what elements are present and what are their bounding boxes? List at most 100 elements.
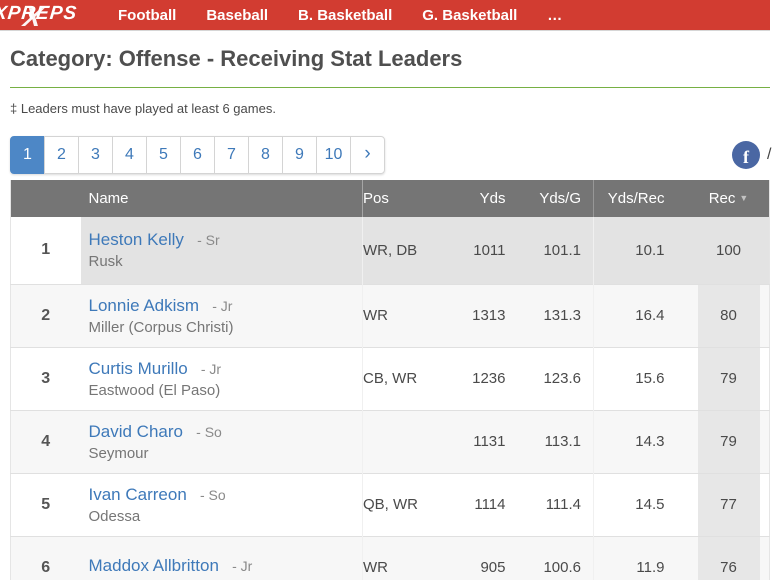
share-separator: / [767, 146, 772, 163]
page-button[interactable]: 9 [282, 136, 317, 174]
nav-item[interactable]: Baseball [206, 6, 269, 24]
yds-per-rec-cell: 14.5 [593, 472, 698, 536]
page-button[interactable]: 2 [44, 136, 79, 174]
player-school: Eastwood (El Paso) [88, 381, 221, 399]
yds-per-game-cell: 111.4 [515, 472, 594, 536]
sport-nav-list: Football Baseball B. Basketball G. Basketba… [118, 7, 562, 24]
player-school: Odessa [88, 507, 141, 525]
yds-cell: 1313 [448, 283, 516, 347]
col-header-yds-per-rec[interactable]: Yds/Rec [593, 180, 698, 217]
yds-per-game-cell: 123.6 [515, 346, 594, 410]
yds-per-game-cell: 100.6 [515, 535, 594, 580]
table-row: 2 Lonnie Adkism - Jr Miller (Corpus Chri… [10, 283, 770, 347]
filler-cell [760, 217, 770, 284]
page-title: Category: Offense - Receiving Stat Leade… [10, 46, 463, 71]
page-button[interactable]: 6 [180, 136, 215, 174]
yds-cell: 1011 [473, 241, 506, 259]
nav-item[interactable]: … [547, 6, 563, 24]
rec-cell: 80 [697, 283, 760, 347]
col-header-name: Name [80, 180, 363, 217]
player-line: Lonnie Adkism - Jr [89, 296, 363, 316]
rec-cell: 77 [697, 472, 760, 536]
player-cell: Curtis Murillo - Jr Eastwood (El Paso) [80, 346, 363, 410]
page-button[interactable]: 8 [248, 136, 283, 174]
player-line: Heston Kelly - Sr [89, 230, 363, 250]
stat-leaders-table: Name Pos Yds Yds/G Yds/Rec Rec ▼ 1 Heston… [10, 180, 770, 580]
player-name-link[interactable]: Heston Kelly [88, 230, 184, 250]
nav-item[interactable]: B. Basketball [298, 6, 393, 24]
pos-cell [362, 409, 449, 473]
player-cell: David Charo - So Seymour [80, 409, 363, 473]
facebook-icon[interactable]: f [732, 141, 760, 169]
player-school: Rusk [88, 253, 123, 271]
player-name-link[interactable]: Ivan Carreon [88, 484, 187, 504]
pos-cell: WR [362, 535, 449, 580]
yds-per-game-cell: 113.1 [515, 409, 594, 473]
yds-cell: 905 [448, 535, 516, 580]
player-line: Maddox Allbritton - Jr [89, 556, 363, 576]
yds-per-game-cell: 131.3 [515, 283, 594, 347]
player-name-link[interactable]: Maddox Allbritton [88, 556, 219, 576]
filler-cell [759, 409, 770, 473]
rec-cell: 79 [697, 409, 760, 473]
col-header-rec-sorted[interactable]: Rec ▼ [697, 180, 760, 217]
page-button[interactable]: 4 [112, 136, 147, 174]
table-row: 3 Curtis Murillo - Jr Eastwood (El Paso)… [10, 346, 770, 410]
player-name-link[interactable]: David Charo [88, 421, 184, 441]
page-button[interactable]: 5 [146, 136, 181, 174]
share-bar: f / [732, 141, 771, 169]
player-line: David Charo - So [89, 422, 363, 442]
filler-cell [759, 283, 770, 347]
rank-cell: 2 [10, 283, 81, 347]
player-cell: Heston Kelly - Sr Rusk [81, 217, 363, 284]
filler-cell [759, 472, 770, 536]
page-button[interactable]: 7 [214, 136, 249, 174]
page-button[interactable]: 1 [10, 136, 45, 174]
nav-item[interactable]: G. Basketball [422, 6, 518, 24]
pos-cell: WR [362, 283, 449, 347]
rank-cell: 1 [10, 217, 81, 284]
yds-cell: 1236 [448, 346, 516, 410]
player-grade: - Jr [232, 558, 253, 575]
yds-per-rec-cell: 14.3 [593, 409, 698, 473]
rec-header-label: Rec [708, 190, 736, 207]
yds-per-game-cell: 101.1 [543, 241, 581, 259]
player-name-link[interactable]: Curtis Murillo [88, 358, 188, 378]
player-name-link[interactable]: Lonnie Adkism [88, 295, 200, 315]
maxpreps-logo[interactable]: XPREPS X [0, 0, 112, 30]
table-header-row: Name Pos Yds Yds/G Yds/Rec Rec ▼ [10, 180, 770, 217]
table-row: 6 Maddox Allbritton - Jr WR 905 100.6 11… [10, 535, 770, 580]
col-header-filler [759, 180, 770, 217]
next-page-button[interactable]: › [350, 136, 385, 174]
rank-cell: 3 [10, 346, 81, 410]
page-button[interactable]: 3 [78, 136, 113, 174]
rank-cell: 4 [10, 409, 81, 473]
player-school: Seymour [88, 444, 149, 462]
page-button[interactable]: 10 [316, 136, 351, 174]
top-nav-bar: XPREPS X Football Baseball B. Basketball G.… [0, 0, 770, 30]
yds-per-rec-cell: 11.9 [593, 535, 698, 580]
sort-descending-icon: ▼ [739, 193, 749, 203]
nav-item[interactable]: Football [118, 6, 177, 24]
eligibility-note: ‡ Leaders must have played at least 6 ga… [10, 101, 276, 116]
yds-per-rec-cell: 10.1 [593, 217, 698, 284]
col-header-pos[interactable]: Pos [362, 180, 449, 217]
col-header-yds[interactable]: Yds [448, 180, 516, 217]
col-header-rank [10, 180, 81, 217]
player-cell: Ivan Carreon - So Odessa [80, 472, 363, 536]
player-line: Ivan Carreon - So [89, 485, 363, 505]
pos-cell: QB, WR [362, 472, 449, 536]
yds-cell: 1114 [448, 472, 516, 536]
pos-cell: CB, WR [362, 346, 449, 410]
player-cell: Maddox Allbritton - Jr [80, 535, 363, 580]
rec-cell: 100 [715, 241, 742, 259]
filler-cell [759, 346, 770, 410]
table-row: 4 David Charo - So Seymour 1131 113.1 14… [10, 409, 770, 473]
table-row: 1 Heston Kelly - Sr Rusk WR, DB 1011 101… [10, 217, 770, 284]
rank-cell: 6 [10, 535, 81, 580]
yds-cell: 1131 [448, 409, 516, 473]
col-header-yds-per-game[interactable]: Yds/G [515, 180, 594, 217]
player-grade: - So [199, 486, 226, 503]
player-grade: - Sr [197, 232, 220, 249]
table-row: 5 Ivan Carreon - So Odessa QB, WR 1114 1… [10, 472, 770, 536]
